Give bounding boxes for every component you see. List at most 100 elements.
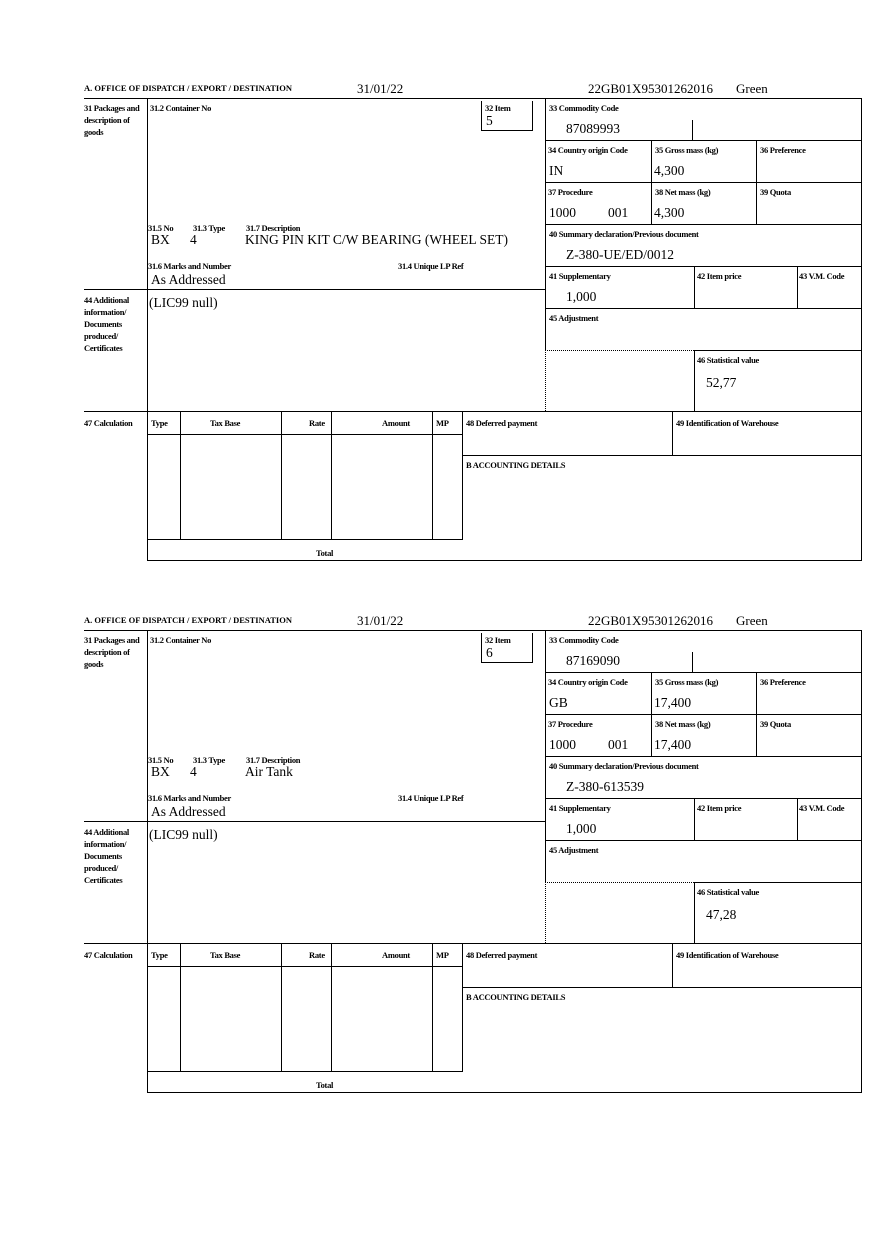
divider	[694, 350, 695, 411]
divider	[545, 756, 862, 757]
divider	[694, 798, 695, 840]
vm-code-label: 43 V.M. Code	[799, 803, 845, 813]
deferred-label: 48 Deferred payment	[466, 418, 538, 428]
country-value: GB	[549, 695, 568, 710]
col-amount: Amount	[382, 418, 410, 428]
col-tax-base: Tax Base	[210, 418, 241, 428]
commodity-value: 87169090	[566, 653, 620, 668]
package-type-value: 4	[190, 232, 197, 247]
vm-code-label: 43 V.M. Code	[799, 271, 845, 281]
divider	[84, 821, 545, 822]
previous-document-value: Z-380-613539	[566, 779, 644, 794]
divider	[462, 987, 862, 988]
divider	[84, 630, 862, 631]
preference-label: 36 Preference	[760, 677, 806, 687]
commodity-label: 33 Commodity Code	[549, 103, 619, 113]
divider	[147, 966, 463, 967]
divider	[545, 140, 862, 141]
country-value: IN	[549, 163, 564, 178]
accounting-label: B ACCOUNTING DETAILS	[466, 992, 566, 1002]
reference: 22GB01X95301262016	[588, 81, 713, 96]
container-label: 31.2 Container No	[150, 103, 212, 113]
col-rate: Rate	[309, 950, 325, 960]
commodity-value: 87089993	[566, 121, 620, 136]
warehouse-label: 49 Identification of Warehouse	[676, 950, 779, 960]
date: 31/01/22	[357, 613, 404, 628]
container-label: 31.2 Container No	[150, 635, 212, 645]
unique-ref-label: 31.4 Unique LP Ref	[398, 261, 464, 271]
office-label: A. OFFICE OF DISPATCH / EXPORT / DESTINA…	[84, 83, 292, 93]
divider	[281, 411, 282, 540]
divider	[147, 1071, 463, 1072]
dotted-divider	[545, 882, 546, 943]
divider	[147, 560, 862, 561]
gross-label: 35 Gross mass (kg)	[655, 145, 719, 155]
divider	[694, 266, 695, 308]
summary-label: 40 Summary declaration/Previous document	[549, 761, 699, 771]
divider	[331, 411, 332, 540]
divider	[432, 943, 433, 1072]
divider	[180, 411, 181, 540]
supplementary-label: 41 Supplementary	[549, 271, 611, 281]
reference: 22GB01X95301262016	[588, 613, 713, 628]
divider	[84, 943, 862, 944]
marks-label: 31.6 Marks and Number	[148, 793, 231, 803]
procedure-value-2: 001	[608, 205, 629, 220]
divider	[797, 798, 798, 840]
date: 31/01/22	[357, 81, 404, 96]
divider	[694, 350, 862, 351]
divider	[545, 182, 862, 183]
statistical-value: 47,28	[706, 907, 737, 922]
divider	[462, 943, 463, 1072]
procedure-label: 37 Procedure	[548, 719, 593, 729]
dotted-divider	[545, 350, 546, 411]
description-label: 31.7 Description	[246, 755, 301, 765]
quota-label: 39 Quota	[760, 187, 791, 197]
divider	[180, 943, 181, 1072]
divider	[281, 943, 282, 1072]
procedure-value-1: 1000	[549, 205, 576, 220]
divider	[694, 882, 862, 883]
quota-label: 39 Quota	[760, 719, 791, 729]
description-value: KING PIN KIT C/W BEARING (WHEEL SET)	[245, 232, 508, 247]
package-no-value: BX	[151, 232, 170, 247]
country-label: 34 Country origin Code	[548, 677, 628, 687]
deferred-label: 48 Deferred payment	[466, 950, 538, 960]
package-no-value: BX	[151, 764, 170, 779]
gross-label: 35 Gross mass (kg)	[655, 677, 719, 687]
supplementary-value: 1,000	[566, 289, 597, 304]
warehouse-label: 49 Identification of Warehouse	[676, 418, 779, 428]
divider	[532, 101, 533, 131]
divider	[797, 266, 798, 308]
divider	[462, 455, 862, 456]
total-label: Total	[316, 548, 334, 558]
item-label: 32 Item	[485, 635, 511, 645]
divider	[545, 308, 862, 309]
packages-label: 31 Packages and description of goods	[84, 103, 140, 137]
marks-value: As Addressed	[151, 804, 226, 819]
supplementary-value: 1,000	[566, 821, 597, 836]
col-type: Type	[151, 418, 168, 428]
item-price-label: 42 Item price	[697, 271, 742, 281]
col-tax-base: Tax Base	[210, 950, 241, 960]
col-type: Type	[151, 950, 168, 960]
net-value: 17,400	[654, 737, 692, 752]
net-label: 38 Net mass (kg)	[655, 719, 711, 729]
divider	[672, 411, 673, 456]
gross-value: 17,400	[654, 695, 692, 710]
divider	[545, 266, 862, 267]
divider	[432, 411, 433, 540]
divider	[147, 1092, 862, 1093]
office-label: A. OFFICE OF DISPATCH / EXPORT / DESTINA…	[84, 615, 292, 625]
divider	[861, 630, 862, 1093]
route: Green	[736, 613, 768, 628]
gross-value: 4,300	[654, 163, 685, 178]
col-amount: Amount	[382, 950, 410, 960]
divider	[462, 411, 463, 540]
total-label: Total	[316, 1080, 334, 1090]
statistical-value: 52,77	[706, 375, 737, 390]
marks-value: As Addressed	[151, 272, 226, 287]
additional-info-value: (LIC99 null)	[149, 295, 218, 310]
col-rate: Rate	[309, 418, 325, 428]
divider	[147, 630, 148, 1093]
